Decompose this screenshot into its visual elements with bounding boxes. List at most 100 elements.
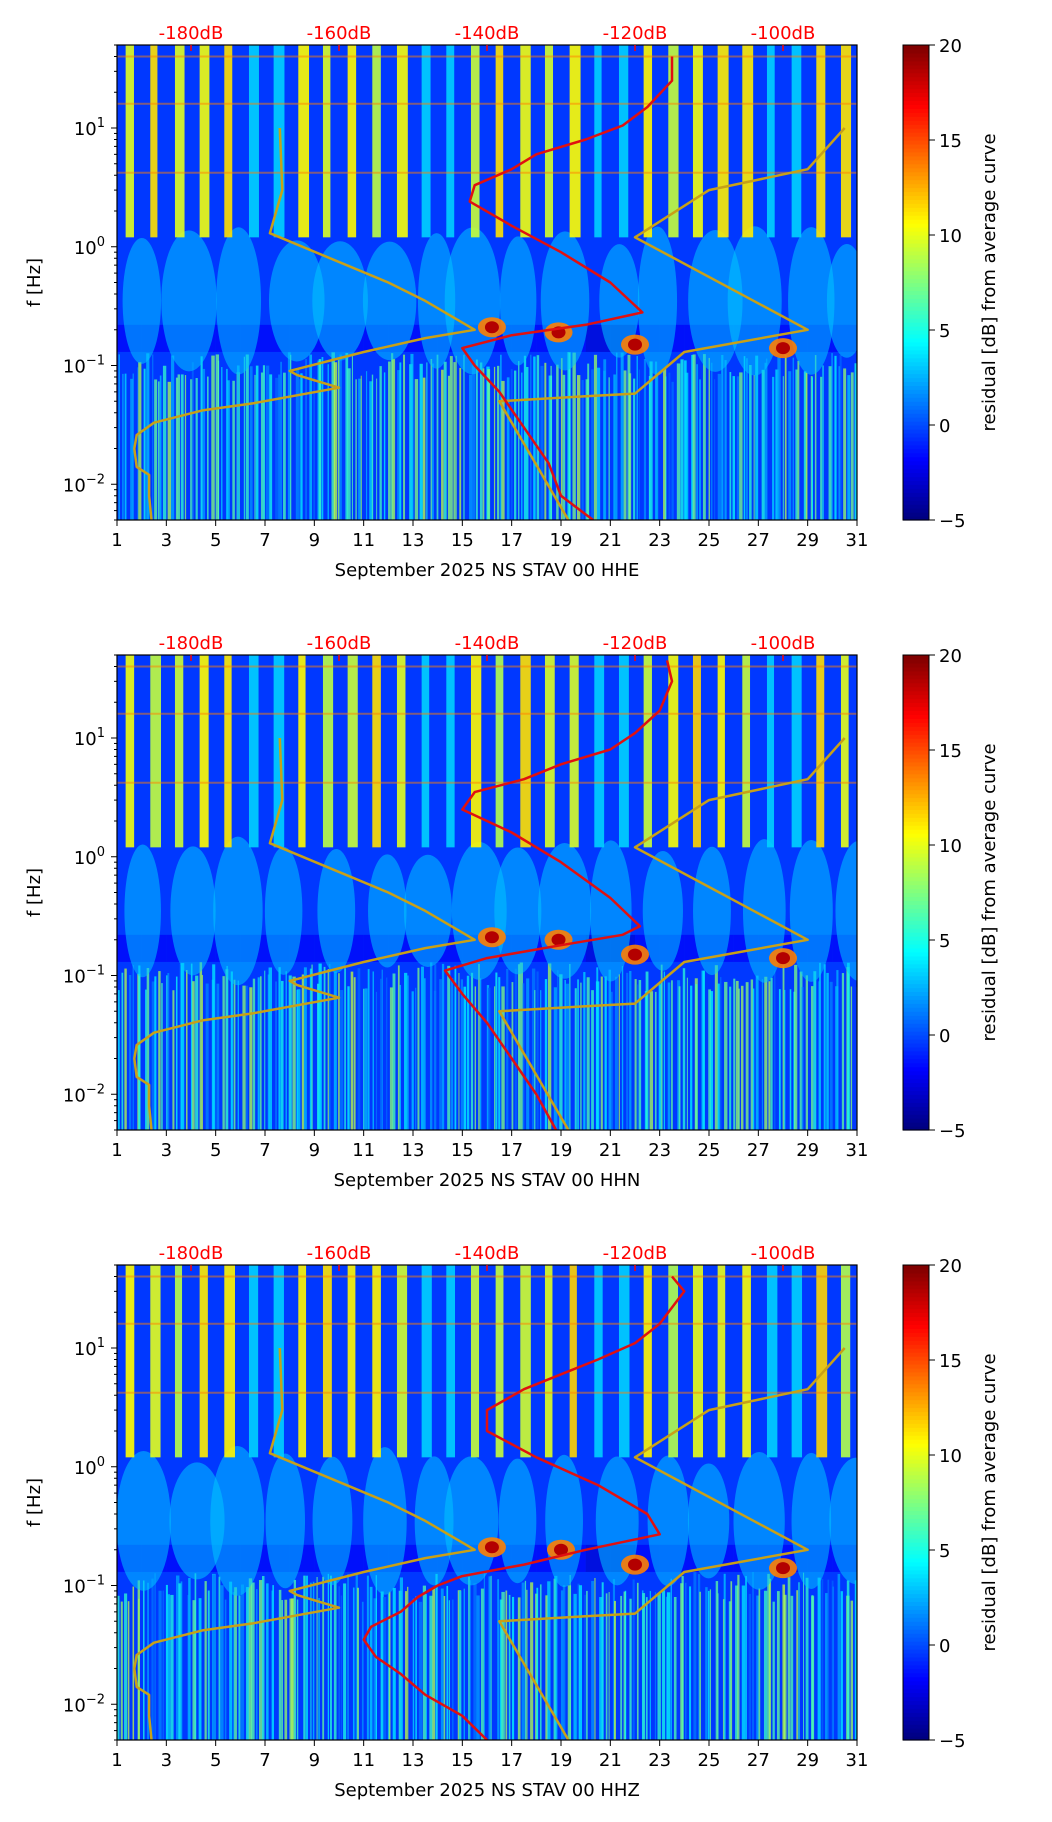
db-label: -100dB (751, 633, 816, 654)
chart-panel-1: -180dB -160dB -140dB -120dB -100dB 1 3 5 7 9 11 13 1… (0, 0, 1052, 602)
x-tick-label: 11 (352, 1750, 375, 1771)
db-label: -100dB (751, 23, 816, 44)
x-tick-label: 9 (309, 530, 320, 551)
x-axis-label: September 2025 NS STAV 00 HHZ (334, 1780, 640, 1801)
x-tick-label: 23 (648, 530, 671, 551)
x-tick-label: 15 (451, 1750, 474, 1771)
pdf-mode-curve (461, 56, 674, 520)
colorbar-tick-label: −5 (939, 1121, 966, 1142)
x-tick-label: 19 (550, 1750, 573, 1771)
db-label: -180dB (159, 633, 224, 654)
colorbar-tick-label: 15 (939, 1351, 962, 1372)
x-tick-label: 19 (550, 530, 573, 551)
chart-panel-2: -180dB -160dB -140dB -120dB -100dB 1 3 5 7 9 11 13 1… (0, 610, 1052, 1212)
spectrogram (117, 1265, 857, 1740)
y-axis-label: f [Hz] (24, 868, 45, 917)
colorbar-tick-label: 5 (939, 931, 950, 952)
x-tick-label: 25 (698, 530, 721, 551)
high-noise-model-curve (498, 737, 846, 1130)
x-tick-label: 15 (451, 1140, 474, 1161)
db-label: -160dB (307, 23, 372, 44)
x-tick-label: 31 (846, 530, 869, 551)
x-tick-label: 21 (599, 1750, 622, 1771)
y-tick-label: 10−1 (63, 964, 105, 988)
db-label: -120dB (603, 633, 668, 654)
x-tick-label: 5 (210, 530, 221, 551)
x-tick-label: 19 (550, 1140, 573, 1161)
x-tick-label: 13 (402, 1750, 425, 1771)
x-tick-label: 3 (161, 1140, 172, 1161)
x-tick-label: 21 (599, 1140, 622, 1161)
db-label: -180dB (159, 23, 224, 44)
db-label: -160dB (307, 633, 372, 654)
db-label: -140dB (455, 1243, 520, 1264)
pdf-mode-curve (362, 1275, 686, 1740)
x-tick-label: 23 (648, 1140, 671, 1161)
x-tick-label: 1 (111, 1140, 122, 1161)
y-tick-label: 10−2 (63, 1082, 105, 1106)
x-tick-label: 27 (747, 530, 770, 551)
x-tick-label: 27 (747, 1140, 770, 1161)
x-tick-label: 15 (451, 530, 474, 551)
colorbar-tick-label: 5 (939, 1541, 950, 1562)
colorbar-tick-label: 5 (939, 321, 950, 342)
x-tick-label: 25 (698, 1750, 721, 1771)
x-tick-label: 25 (698, 1140, 721, 1161)
colorbar-tick-label: 20 (939, 1256, 962, 1277)
colorbar: 20 15 10 5 0 −5 (902, 36, 966, 532)
x-tick-label: 11 (352, 1140, 375, 1161)
colorbar-tick-label: 15 (939, 131, 962, 152)
low-noise-model-curve (133, 737, 476, 1130)
colorbar-tick-label: 20 (939, 646, 962, 667)
colorbar-tick-label: −5 (939, 511, 966, 532)
x-tick-label: 11 (352, 530, 375, 551)
spectrogram (117, 655, 857, 1130)
chart-panel-3: -180dB -160dB -140dB -120dB -100dB 1 3 5 7 9 11 13 1… (0, 1220, 1052, 1822)
x-tick-label: 17 (500, 1750, 523, 1771)
x-tick-label: 17 (500, 530, 523, 551)
x-axis-label: September 2025 NS STAV 00 HHE (335, 560, 640, 581)
x-tick-label: 31 (846, 1140, 869, 1161)
y-tick-label: 101 (74, 1336, 105, 1360)
colorbar-label: residual [dB] from average curve (979, 743, 1000, 1041)
x-axis-label: September 2025 NS STAV 00 HHN (334, 1170, 641, 1191)
db-label: -120dB (603, 23, 668, 44)
high-noise-model-curve (498, 1347, 846, 1740)
y-tick-label: 100 (74, 1455, 105, 1479)
colorbar: 20 15 10 5 0 −5 (902, 646, 966, 1142)
y-tick-label: 10−2 (63, 472, 105, 496)
db-label: -120dB (603, 1243, 668, 1264)
x-tick-label: 3 (161, 530, 172, 551)
x-tick-label: 1 (111, 530, 122, 551)
db-label: -140dB (455, 23, 520, 44)
x-tick-label: 29 (796, 1750, 819, 1771)
x-tick-label: 7 (259, 530, 270, 551)
y-axis-label: f [Hz] (24, 258, 45, 307)
y-tick-label: 100 (74, 235, 105, 259)
x-tick-label: 29 (796, 1140, 819, 1161)
low-noise-model-curve (133, 127, 476, 520)
colorbar-label: residual [dB] from average curve (979, 1353, 1000, 1651)
db-label: -140dB (455, 633, 520, 654)
spectrogram (117, 45, 857, 520)
colorbar-tick-label: 0 (939, 416, 950, 437)
y-tick-label: 101 (74, 726, 105, 750)
colorbar-tick-label: 20 (939, 36, 962, 57)
x-tick-label: 1 (111, 1750, 122, 1771)
db-label: -180dB (159, 1243, 224, 1264)
x-tick-label: 17 (500, 1140, 523, 1161)
x-tick-label: 3 (161, 1750, 172, 1771)
x-tick-label: 29 (796, 530, 819, 551)
x-tick-label: 9 (309, 1750, 320, 1771)
x-tick-label: 27 (747, 1750, 770, 1771)
low-noise-model-curve (133, 1347, 476, 1740)
colorbar-tick-label: −5 (939, 1731, 966, 1752)
x-tick-label: 13 (402, 530, 425, 551)
y-tick-label: 10−2 (63, 1692, 105, 1716)
x-tick-label: 31 (846, 1750, 869, 1771)
x-tick-label: 5 (210, 1750, 221, 1771)
db-label: -100dB (751, 1243, 816, 1264)
pdf-mode-curve (443, 660, 674, 1130)
